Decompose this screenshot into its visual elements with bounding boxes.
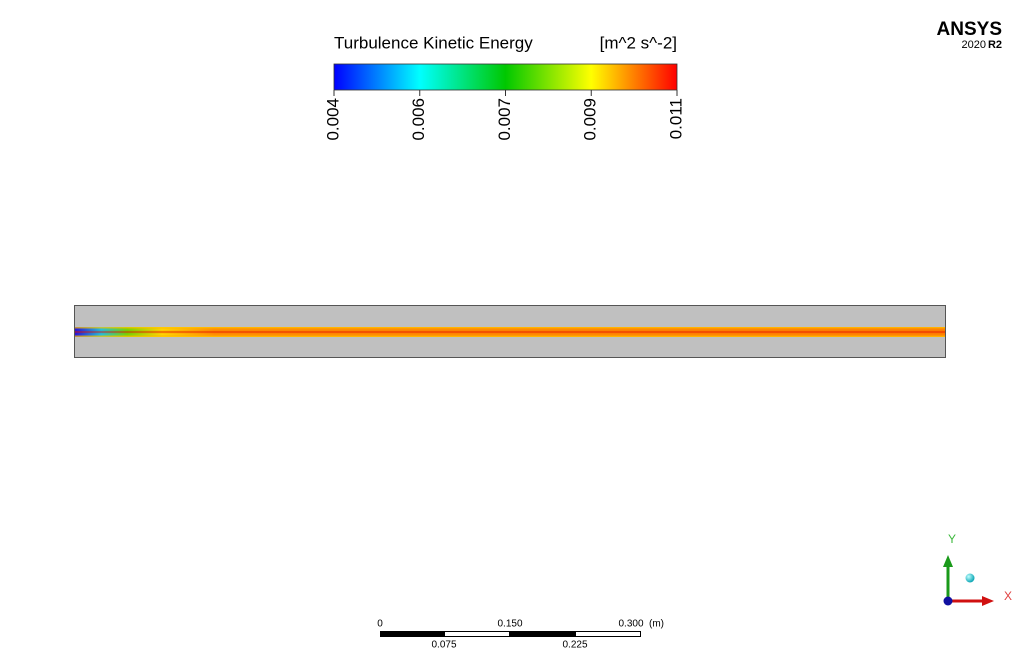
legend-title: Turbulence Kinetic Energy [334, 33, 533, 52]
axis-label-x: X [1004, 589, 1012, 603]
legend-tick-label: 0.009 [581, 98, 600, 141]
scale-label: 0.300 [618, 619, 643, 630]
scale-label: 0 [377, 619, 383, 630]
axis-triad [943, 555, 994, 606]
scale-bar [380, 631, 641, 637]
logo-release: R2 [988, 39, 1002, 51]
legend-unit: [m^2 s^-2] [600, 33, 677, 52]
scale-unit: (m) [649, 619, 664, 630]
scale-label: 0.075 [431, 640, 456, 651]
contour-edge [75, 327, 945, 337]
color-bar [333, 63, 678, 91]
logo-brand: ANSYS [937, 19, 1002, 40]
axis-label-y: Y [948, 532, 956, 546]
scale-label: 0.150 [497, 619, 522, 630]
logo-version: 2020 [962, 39, 986, 51]
legend-tick-label: 0.007 [495, 98, 514, 141]
legend-tick-label: 0.004 [323, 98, 342, 141]
legend-tick-label: 0.011 [666, 98, 685, 139]
legend-tick-label: 0.006 [409, 98, 428, 141]
scale-label: 0.225 [562, 640, 587, 651]
